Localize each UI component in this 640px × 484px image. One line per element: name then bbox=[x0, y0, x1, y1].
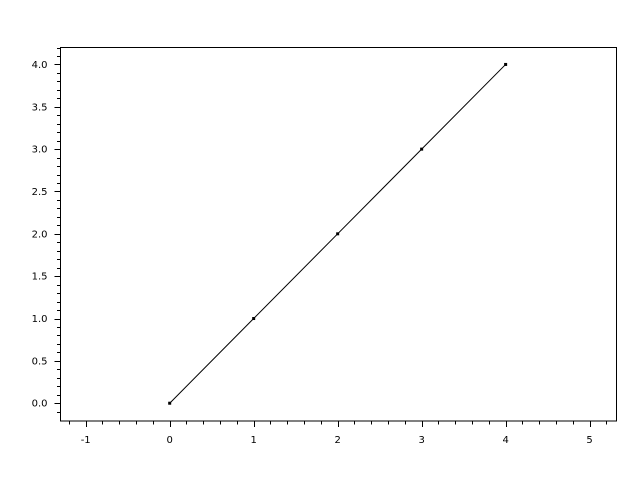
y-tick-label: 2.0 bbox=[32, 229, 48, 240]
data-point bbox=[252, 317, 256, 321]
x-tick-label: 3 bbox=[418, 435, 424, 446]
y-tick-label: 0.0 bbox=[32, 399, 48, 410]
y-tick-label: 0.5 bbox=[32, 356, 48, 367]
x-tick-label: 5 bbox=[586, 435, 592, 446]
x-tick-label: 0 bbox=[166, 435, 172, 446]
y-tick-label: 3.5 bbox=[32, 102, 48, 113]
x-tick-label: 1 bbox=[250, 435, 256, 446]
y-tick-label: 4.0 bbox=[32, 60, 48, 71]
data-point bbox=[504, 62, 508, 66]
data-point bbox=[336, 232, 340, 236]
x-tick-label: -1 bbox=[81, 435, 91, 446]
y-tick-label: 1.0 bbox=[32, 314, 48, 325]
data-point bbox=[420, 147, 424, 151]
y-tick-label: 1.5 bbox=[32, 272, 48, 283]
data-point bbox=[168, 401, 172, 405]
x-tick-label: 2 bbox=[334, 435, 340, 446]
y-tick-label: 2.5 bbox=[32, 187, 48, 198]
y-tick-label: 3.0 bbox=[32, 145, 48, 156]
x-tick-label: 4 bbox=[502, 435, 508, 446]
